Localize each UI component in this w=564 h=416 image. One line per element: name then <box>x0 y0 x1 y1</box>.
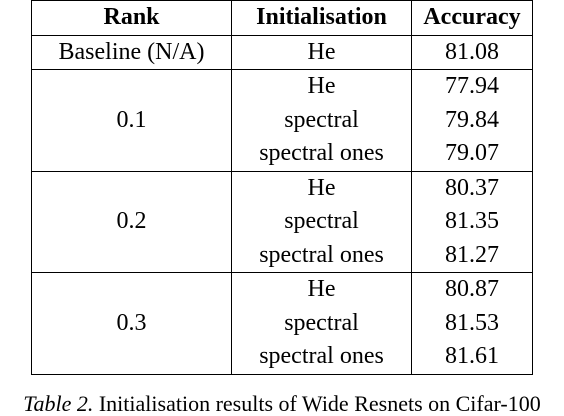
accuracy-cell: 81.61 <box>411 340 533 375</box>
table-row: 0.1 He 77.94 <box>31 69 533 172</box>
init-cell: spectral ones <box>231 340 412 375</box>
accuracy-cell: 79.07 <box>411 137 533 172</box>
table-row: spectral ones 79.07 <box>32 137 533 172</box>
accuracy-cell: 80.37 <box>411 171 533 205</box>
table-row: spectral 81.35 <box>32 205 533 239</box>
table-row: 0.3 He 80.87 <box>31 272 533 375</box>
results-table: Rank Initialisation Accuracy Baseline (N… <box>31 0 533 375</box>
init-cell: spectral <box>231 103 412 137</box>
init-cell: spectral ones <box>231 137 412 172</box>
baseline-row: Baseline (N/A) He 81.08 <box>31 35 533 70</box>
init-cell: He <box>231 69 412 104</box>
rank-cell: 0.1 <box>31 69 232 172</box>
baseline-accuracy: 81.08 <box>411 35 533 70</box>
header-initialisation: Initialisation <box>231 0 412 36</box>
init-cell: He <box>231 171 412 205</box>
accuracy-cell: 81.53 <box>411 306 533 340</box>
accuracy-cell: 79.84 <box>411 103 533 137</box>
rank-cell: 0.3 <box>31 272 232 375</box>
caption-label: Table 2. <box>23 391 94 416</box>
table-row: spectral 79.84 <box>32 103 533 137</box>
header-accuracy: Accuracy <box>411 0 533 36</box>
accuracy-cell: 81.27 <box>411 238 533 273</box>
accuracy-cell: 80.87 <box>411 272 533 307</box>
rank-cell: 0.2 <box>31 171 232 273</box>
baseline-rank: Baseline (N/A) <box>31 35 232 70</box>
init-cell: spectral ones <box>231 238 412 273</box>
header-row: Rank Initialisation Accuracy <box>31 0 533 36</box>
accuracy-cell: 77.94 <box>411 69 533 104</box>
table-row: 0.2 He 80.37 <box>31 171 533 273</box>
table-caption: Table 2. Initialisation results of Wide … <box>0 392 564 416</box>
header-rank: Rank <box>31 0 232 36</box>
init-cell: spectral <box>231 205 412 239</box>
table-row: spectral ones 81.61 <box>32 340 533 375</box>
init-cell: spectral <box>231 306 412 340</box>
table-row: spectral 81.53 <box>32 306 533 340</box>
init-cell: He <box>231 272 412 307</box>
accuracy-cell: 81.35 <box>411 205 533 239</box>
baseline-initialisation: He <box>231 35 412 70</box>
table-row: spectral ones 81.27 <box>32 238 533 273</box>
caption-text: Initialisation results of Wide Resnets o… <box>98 391 541 416</box>
